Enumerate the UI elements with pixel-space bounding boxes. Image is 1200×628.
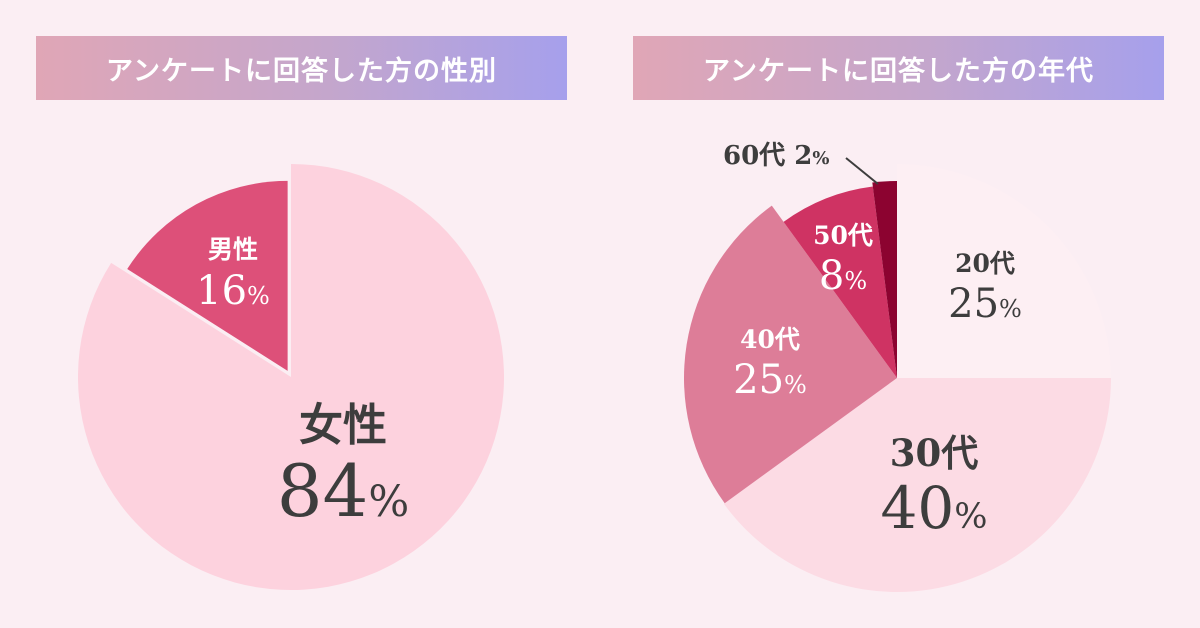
- slice-label-age-3: 50代: [813, 221, 873, 250]
- age-slice-1: [723, 378, 1111, 593]
- gender-slice-female: [78, 164, 505, 591]
- age-slice-4: [872, 181, 897, 378]
- slice-label-female: 女性: [299, 400, 387, 451]
- age-slice-2: [683, 205, 897, 504]
- slice-label-age-0: 20代: [955, 249, 1015, 278]
- age-chart-title: アンケートに回答した方の年代: [633, 36, 1164, 100]
- slice-label-male: 男性: [208, 235, 258, 264]
- slice-value-age-4: 2: [794, 141, 812, 171]
- gender-slice-male: [127, 180, 288, 371]
- slice-value-age-1: 40%: [880, 474, 987, 542]
- slice-label-age-4: 60代 2%: [723, 141, 829, 171]
- age-slice-0: [897, 164, 1111, 378]
- gender-chart-title: アンケートに回答した方の性別: [36, 36, 567, 100]
- slice-label-age-2: 40代: [740, 325, 800, 354]
- age-4-leader-line: [845, 157, 879, 185]
- slice-label-age-1: 30代: [890, 431, 979, 475]
- age-slice-3: [783, 186, 897, 378]
